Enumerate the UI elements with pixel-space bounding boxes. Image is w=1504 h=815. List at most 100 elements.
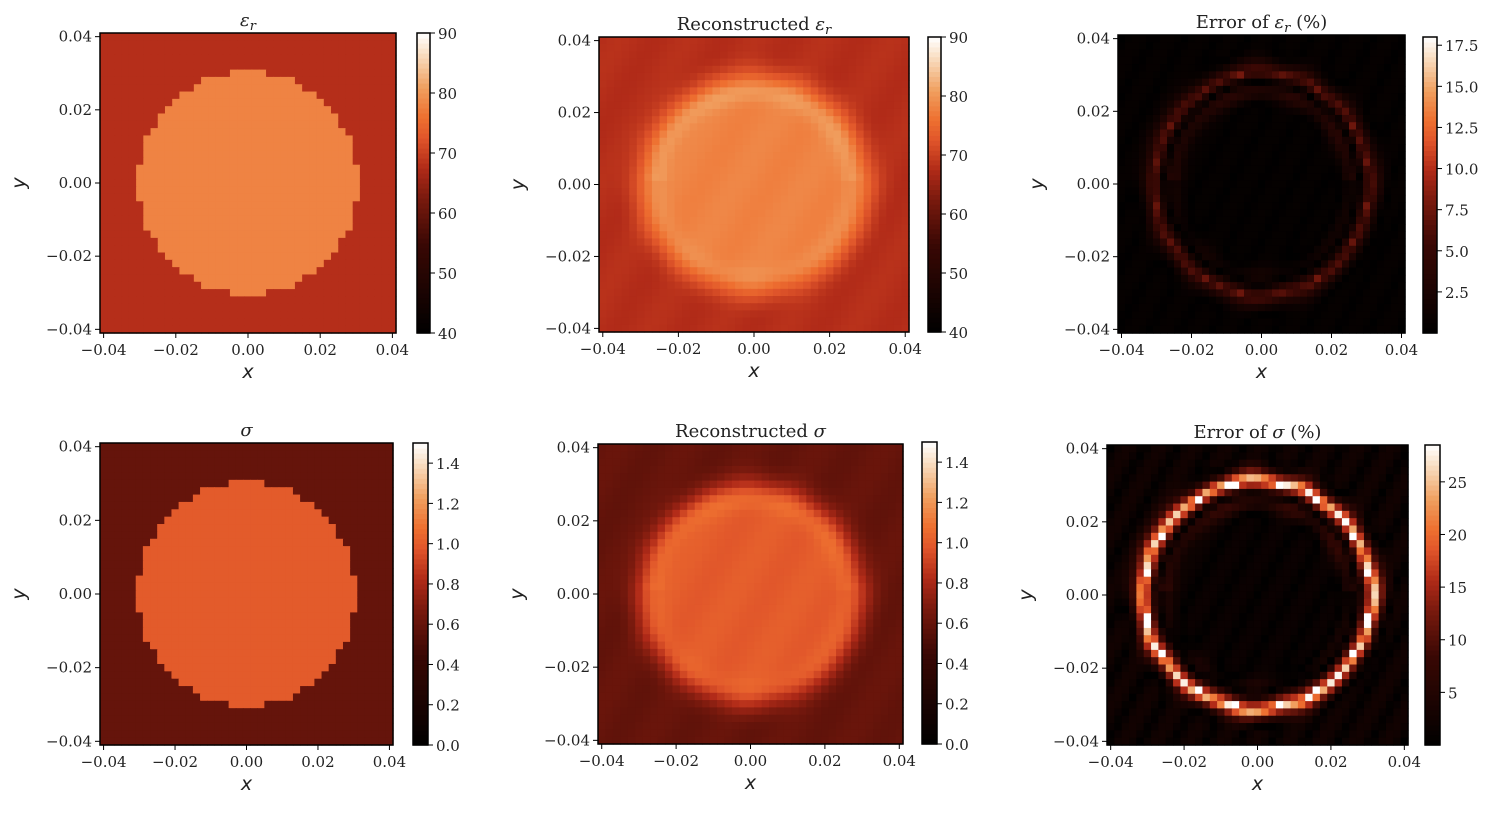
heatmap-cell — [1237, 71, 1245, 79]
heatmap-cell — [690, 195, 698, 203]
heatmap-cell — [1195, 108, 1203, 116]
heatmap-cell — [1258, 137, 1266, 145]
heatmap-cell — [107, 274, 115, 282]
heatmap-cell — [237, 179, 245, 187]
heatmap-cell — [1244, 217, 1252, 225]
heatmap-cell — [1384, 217, 1392, 225]
heatmap-cell — [849, 181, 857, 189]
heatmap-cell — [796, 296, 804, 304]
heatmap-cell — [1391, 64, 1399, 72]
heatmap-cell — [803, 80, 811, 88]
heatmap-cell — [1244, 144, 1252, 152]
heatmap-cell — [886, 159, 894, 167]
heatmap-cell — [614, 224, 622, 232]
heatmap-cell — [614, 116, 622, 124]
heatmap-cell — [1314, 268, 1322, 276]
heatmap-cell — [288, 231, 296, 239]
heatmap-cell — [1391, 108, 1399, 116]
heatmap-cell — [667, 267, 675, 275]
heatmap-cell — [765, 224, 773, 232]
heatmap-cell — [1391, 79, 1399, 87]
heatmap-cell — [652, 274, 660, 282]
heatmap-cell — [773, 131, 781, 139]
heatmap-cell — [208, 70, 216, 78]
heatmap-cell — [849, 188, 857, 196]
heatmap-cell — [1160, 100, 1168, 108]
heatmap-cell — [216, 253, 224, 261]
heatmap-cell — [1314, 57, 1322, 65]
heatmap-cell — [1356, 231, 1364, 239]
heatmap-cell — [841, 102, 849, 110]
heatmap-cell — [614, 152, 622, 160]
heatmap-cell — [1251, 86, 1259, 94]
heatmap-cell — [208, 128, 216, 136]
heatmap-cell — [1384, 137, 1392, 145]
heatmap-cell — [750, 181, 758, 189]
heatmap-cell — [1209, 57, 1217, 65]
heatmap-cell — [208, 77, 216, 85]
heatmap-cell — [107, 128, 115, 136]
heatmap-cell — [179, 40, 187, 48]
heatmap-cell — [114, 172, 122, 180]
heatmap-cell — [1314, 151, 1322, 159]
heatmap-cell — [179, 106, 187, 114]
heatmap-cell — [1174, 173, 1182, 181]
heatmap-cell — [1279, 115, 1287, 123]
heatmap-cell — [324, 40, 332, 48]
heatmap-cell — [1146, 282, 1154, 290]
heatmap-cell — [1279, 129, 1287, 137]
heatmap-cell — [194, 274, 202, 282]
heatmap-cell — [607, 116, 615, 124]
heatmap-cell — [1363, 108, 1371, 116]
heatmap-cell — [129, 289, 137, 297]
heatmap-cell — [1314, 217, 1322, 225]
heatmap-cell — [735, 181, 743, 189]
heatmap-cell — [1363, 180, 1371, 188]
heatmap-cell — [114, 48, 122, 56]
heatmap-cell — [114, 194, 122, 202]
heatmap-cell — [1237, 64, 1245, 72]
heatmap-cell — [324, 77, 332, 85]
heatmap-cell — [1293, 268, 1301, 276]
heatmap-cell — [324, 62, 332, 70]
heatmap-cell — [1307, 93, 1315, 101]
heatmap-cell — [1293, 195, 1301, 203]
heatmap-cell — [765, 123, 773, 131]
heatmap-cell — [894, 282, 902, 290]
x-tick-label: −0.02 — [153, 341, 199, 359]
heatmap-cell — [682, 123, 690, 131]
colorbar-tick-label: 60 — [438, 205, 457, 223]
heatmap-cell — [1286, 71, 1294, 79]
heatmap-cell — [644, 253, 652, 261]
heatmap-cell — [208, 143, 216, 151]
heatmap-cell — [1160, 217, 1168, 225]
heatmap-cell — [697, 51, 705, 59]
heatmap-cell — [659, 303, 667, 311]
heatmap-cell — [1216, 231, 1224, 239]
heatmap-cell — [237, 113, 245, 121]
heatmap-cell — [637, 51, 645, 59]
heatmap-cell — [360, 40, 368, 48]
heatmap-cell — [728, 318, 736, 326]
heatmap-cell — [856, 188, 864, 196]
heatmap-cell — [818, 95, 826, 103]
heatmap-cell — [644, 66, 652, 74]
heatmap-cell — [324, 282, 332, 290]
heatmap-cell — [1293, 79, 1301, 87]
heatmap-cell — [244, 33, 252, 41]
heatmap-cell — [826, 80, 834, 88]
heatmap-cell — [1272, 209, 1280, 217]
heatmap-cell — [244, 99, 252, 107]
heatmap-cell — [309, 84, 317, 92]
heatmap-cell — [353, 296, 361, 304]
heatmap-cell — [1272, 144, 1280, 152]
heatmap-cell — [273, 121, 281, 129]
heatmap-cell — [107, 216, 115, 224]
heatmap-cell — [659, 174, 667, 182]
heatmap-cell — [1300, 159, 1308, 167]
heatmap-cell — [712, 95, 720, 103]
heatmap-cell — [652, 202, 660, 210]
heatmap-cell — [1272, 159, 1280, 167]
heatmap-cell — [266, 157, 274, 165]
heatmap-cell — [1272, 246, 1280, 254]
